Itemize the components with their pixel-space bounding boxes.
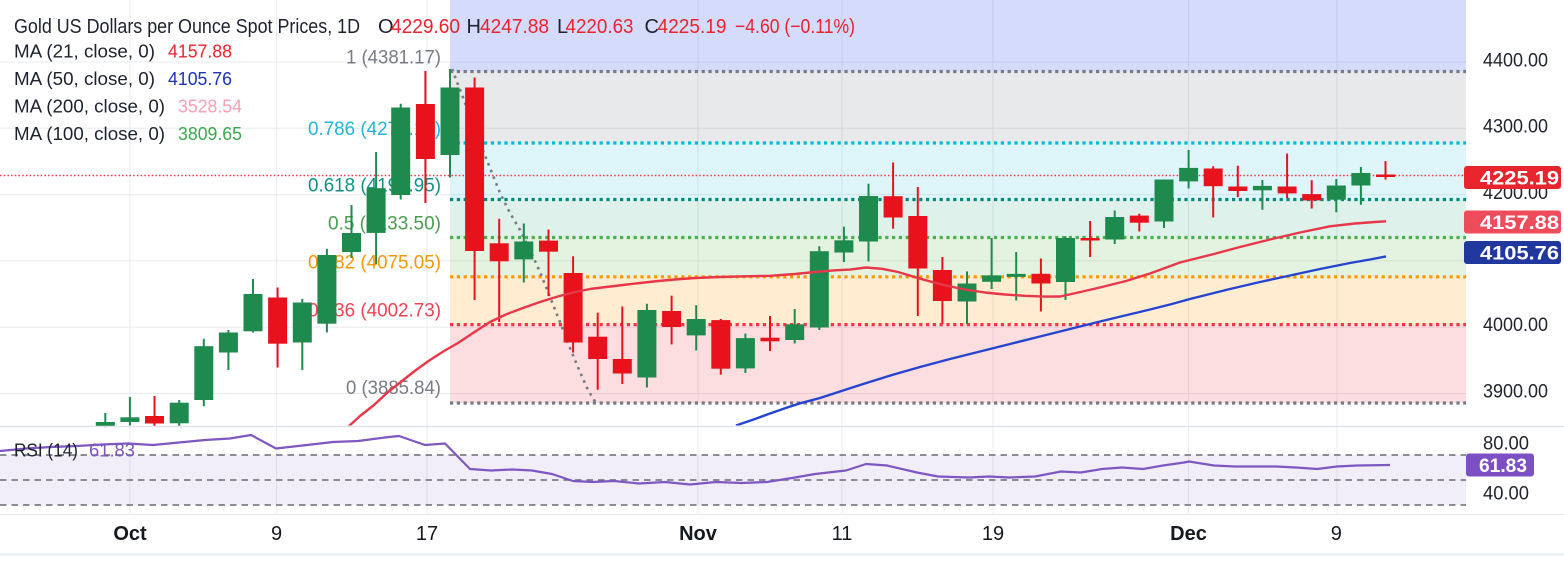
- svg-text:11: 11: [832, 523, 853, 545]
- svg-text:0.236 (4002.73): 0.236 (4002.73): [308, 301, 441, 322]
- svg-text:3528.54: 3528.54: [178, 97, 242, 117]
- svg-text:3809.65: 3809.65: [178, 124, 242, 144]
- svg-text:1 (4381.17): 1 (4381.17): [346, 48, 441, 69]
- svg-text:O: O: [378, 16, 394, 38]
- svg-text:9: 9: [271, 523, 282, 545]
- svg-text:4247.88: 4247.88: [480, 16, 549, 38]
- svg-text:4105.76: 4105.76: [1480, 242, 1559, 264]
- svg-text:4225.19: 4225.19: [1480, 167, 1559, 189]
- svg-text:Oct: Oct: [113, 523, 147, 545]
- svg-text:MA (21, close, 0): MA (21, close, 0): [14, 42, 155, 62]
- svg-text:19: 19: [982, 523, 1004, 545]
- svg-text:0.382 (4075.05): 0.382 (4075.05): [308, 253, 441, 274]
- svg-text:MA (100, close, 0): MA (100, close, 0): [14, 124, 165, 144]
- svg-text:4400.00: 4400.00: [1483, 49, 1548, 71]
- svg-text:4000.00: 4000.00: [1483, 314, 1548, 336]
- svg-text:4300.00: 4300.00: [1483, 116, 1548, 138]
- svg-text:40.00: 40.00: [1483, 483, 1529, 505]
- svg-text:Gold US Dollars per Ounce Spot: Gold US Dollars per Ounce Spot Prices, 1…: [14, 16, 360, 38]
- svg-text:3900.00: 3900.00: [1483, 380, 1548, 402]
- svg-text:4157.88: 4157.88: [1480, 212, 1559, 234]
- svg-text:61.83: 61.83: [89, 441, 135, 461]
- svg-text:4220.63: 4220.63: [566, 16, 634, 38]
- svg-text:MA (200, close, 0): MA (200, close, 0): [14, 97, 165, 117]
- svg-text:MA (50, close, 0): MA (50, close, 0): [14, 69, 155, 89]
- svg-text:4105.76: 4105.76: [168, 69, 232, 89]
- svg-text:61.83: 61.83: [1479, 455, 1527, 477]
- svg-text:4157.88: 4157.88: [168, 42, 232, 62]
- svg-text:4225.19: 4225.19: [658, 16, 727, 38]
- svg-text:80.00: 80.00: [1483, 433, 1529, 455]
- svg-text:9: 9: [1331, 523, 1342, 545]
- svg-text:H: H: [467, 16, 481, 38]
- svg-text:Dec: Dec: [1170, 523, 1207, 545]
- svg-text:L: L: [557, 16, 568, 38]
- svg-text:C: C: [645, 16, 659, 38]
- svg-text:−4.60 (−0.11%): −4.60 (−0.11%): [735, 16, 855, 38]
- svg-text:RSI (14): RSI (14): [14, 441, 78, 461]
- svg-text:4229.60: 4229.60: [391, 16, 460, 38]
- svg-text:17: 17: [416, 523, 438, 545]
- svg-text:Nov: Nov: [679, 523, 718, 545]
